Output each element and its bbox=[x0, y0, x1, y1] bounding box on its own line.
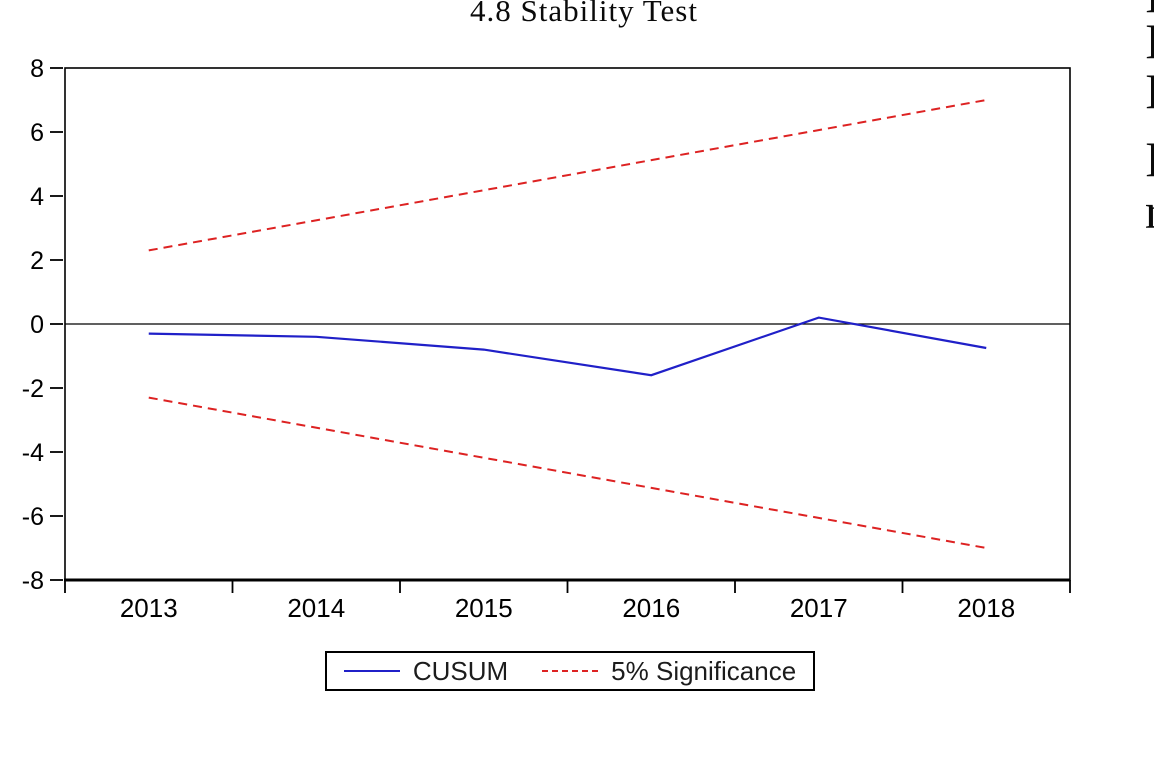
y-tick-label: 2 bbox=[30, 247, 44, 275]
clipped-letter: I bbox=[1145, 134, 1154, 187]
y-tick-label: 6 bbox=[30, 119, 44, 147]
x-tick-label: 2016 bbox=[622, 593, 680, 623]
significance-legend-label: 5% Significance bbox=[611, 656, 797, 686]
y-tick-label: 4 bbox=[30, 183, 44, 211]
x-tick-label: 2013 bbox=[120, 593, 178, 623]
y-tick-label: -2 bbox=[22, 375, 44, 403]
series-line-2 bbox=[148, 396, 987, 549]
clipped-letter: r bbox=[1145, 186, 1154, 239]
y-tick-label: 8 bbox=[30, 55, 44, 83]
x-tick-label: 2018 bbox=[957, 593, 1015, 623]
clipped-letter: I bbox=[1145, 66, 1154, 119]
significance-line-sample-icon bbox=[542, 670, 599, 672]
series-line-1 bbox=[148, 99, 987, 252]
y-tick-label: -6 bbox=[22, 503, 44, 531]
series-line-0 bbox=[148, 316, 987, 377]
clipped-letter: I bbox=[1145, 0, 1154, 30]
clipped-letter: I bbox=[1145, 16, 1154, 69]
y-tick-label: -4 bbox=[22, 439, 44, 467]
chart-legend: CUSUM 5% Significance bbox=[325, 651, 815, 691]
cusum-legend-label: CUSUM bbox=[412, 656, 509, 686]
y-tick-label: -8 bbox=[22, 567, 44, 595]
y-tick-label: 0 bbox=[30, 311, 44, 339]
chart-title: 4.8 Stability Test bbox=[470, 0, 698, 28]
cusum-line-sample-icon bbox=[343, 670, 400, 672]
x-tick-label: 2014 bbox=[287, 593, 345, 623]
x-tick-label: 2017 bbox=[790, 593, 848, 623]
x-tick-label: 2015 bbox=[455, 593, 513, 623]
